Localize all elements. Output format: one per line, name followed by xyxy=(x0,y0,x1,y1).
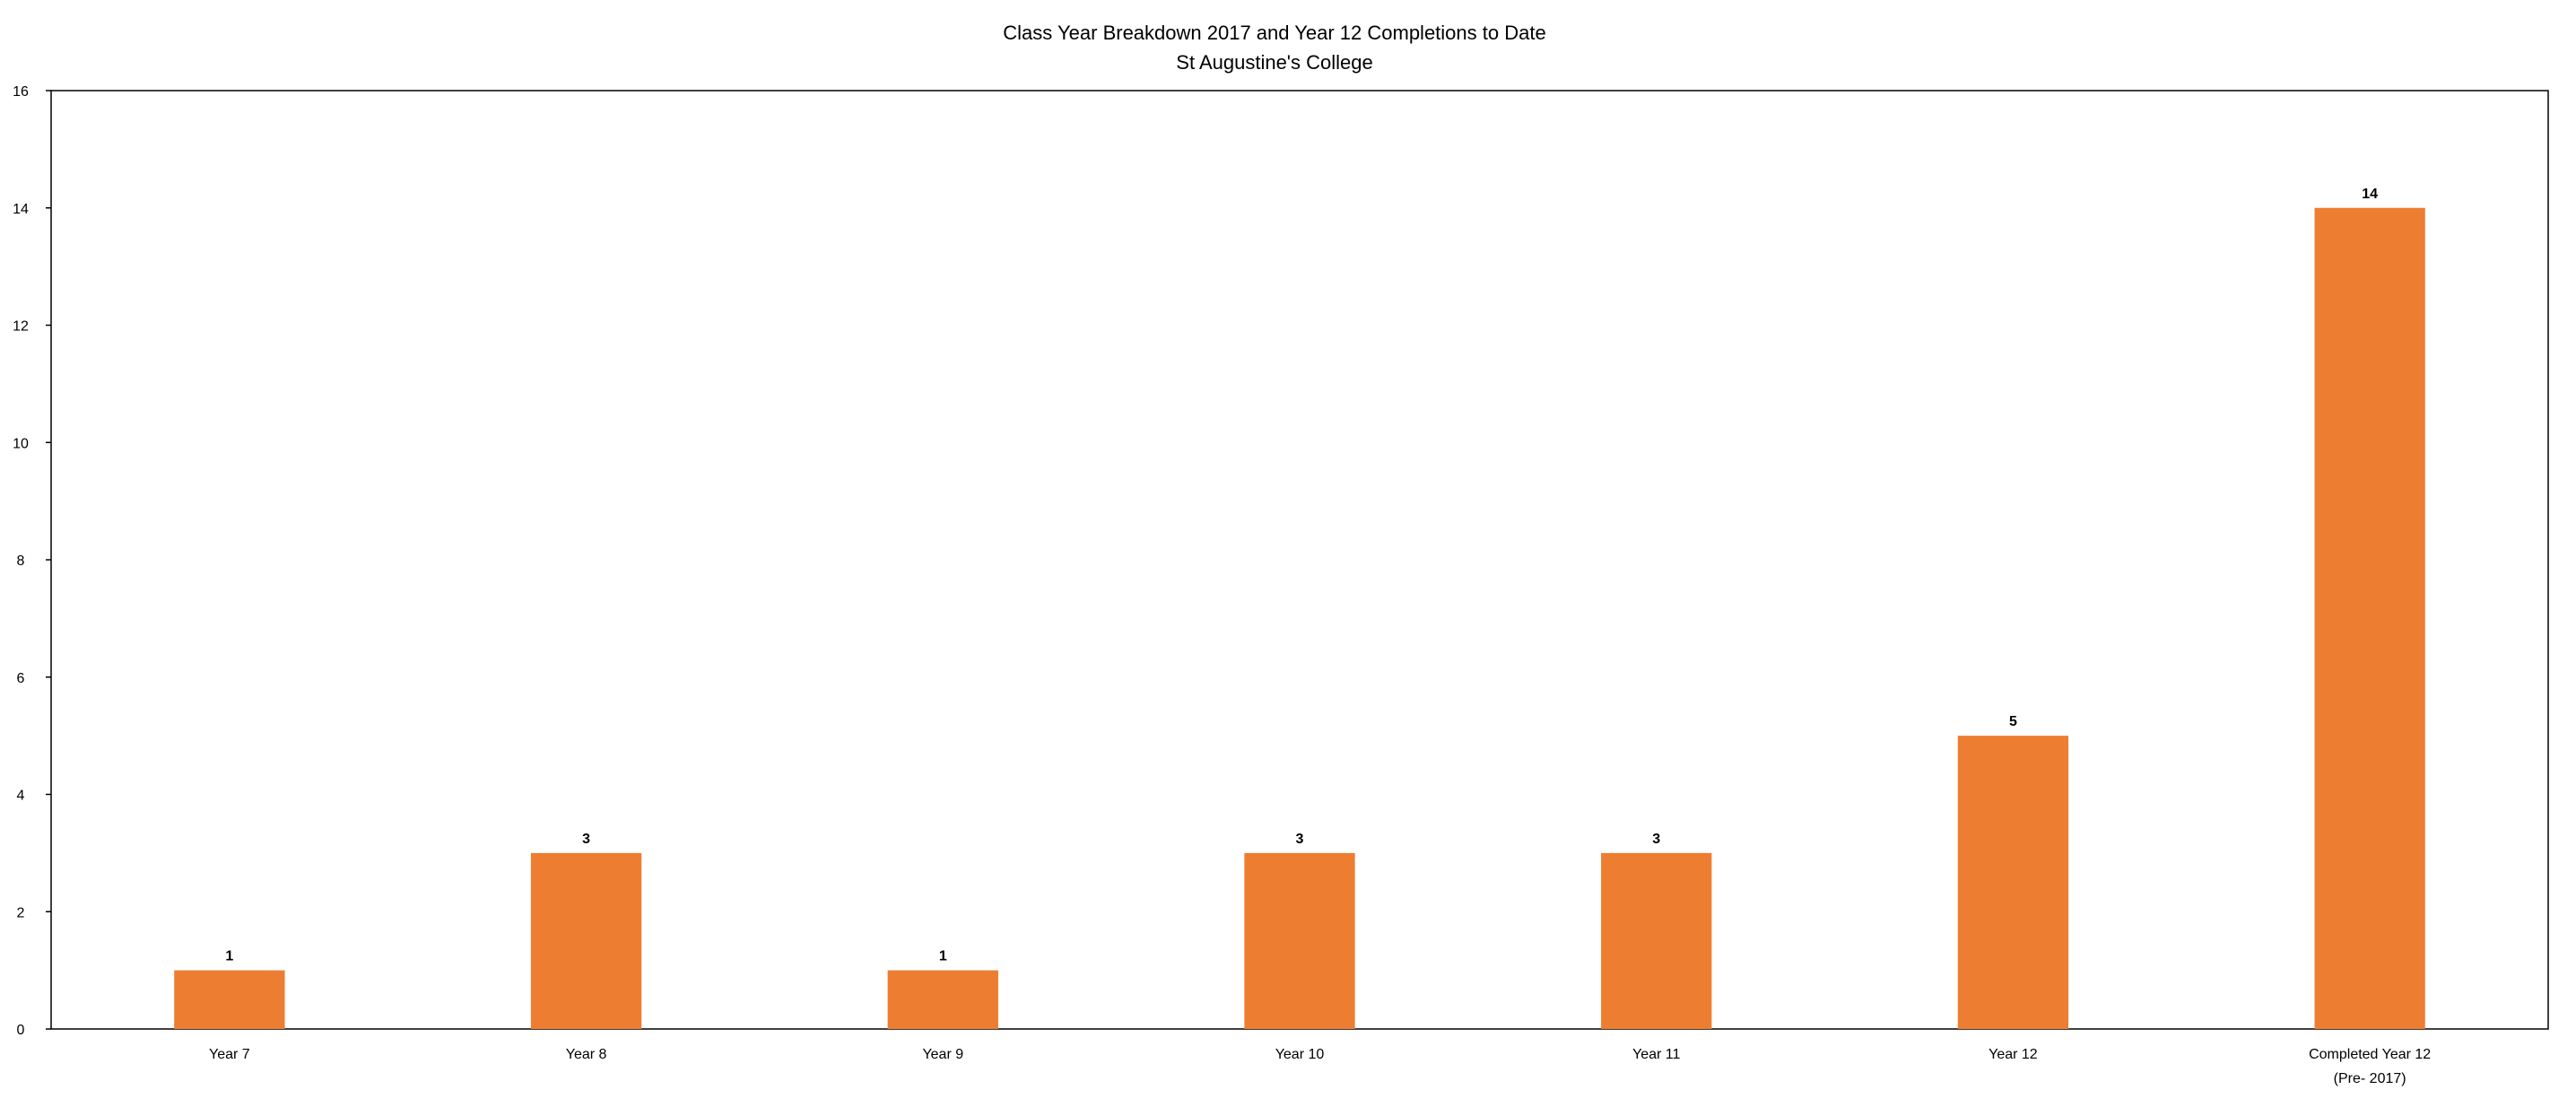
data-label: 1 xyxy=(939,949,947,964)
bar xyxy=(887,970,998,1029)
chart-title: Class Year Breakdown 2017 and Year 12 Co… xyxy=(1003,22,1545,44)
x-category-label: Year 11 xyxy=(1632,1047,1680,1062)
x-category-label: Year 12 xyxy=(1989,1047,2038,1062)
data-label: 3 xyxy=(582,832,590,847)
y-tick-label: 2 xyxy=(17,905,25,920)
plot-area: 0 2 4 6 8 10 12 14 16 1 Year 7 3 Year 8 1 Year 9 3 Year … xyxy=(13,84,2549,1086)
y-tick-label: 0 xyxy=(17,1023,25,1038)
x-category-label: Year 7 xyxy=(209,1047,250,1062)
bar xyxy=(1601,852,1712,1029)
y-tick-label: 12 xyxy=(13,319,29,335)
bar xyxy=(530,852,642,1029)
chart-subtitle: St Augustine's College xyxy=(1176,51,1372,74)
bar xyxy=(174,970,285,1029)
data-label: 5 xyxy=(2009,714,2017,729)
y-tick-label: 4 xyxy=(17,789,25,804)
x-category-label: Completed Year 12 xyxy=(2309,1047,2431,1062)
y-tick-label: 10 xyxy=(13,436,29,451)
y-tick-label: 14 xyxy=(13,202,29,217)
data-label: 1 xyxy=(225,949,233,964)
data-label: 14 xyxy=(2362,187,2378,202)
y-tick-label: 6 xyxy=(17,671,25,686)
data-label: 3 xyxy=(1652,832,1660,847)
y-tick-label: 16 xyxy=(13,84,29,100)
bar xyxy=(1957,736,2069,1029)
x-category-label: Year 10 xyxy=(1275,1047,1325,1062)
bar xyxy=(1244,852,1355,1029)
x-category-label: Year 8 xyxy=(566,1047,607,1062)
x-category-label: Year 9 xyxy=(922,1047,963,1062)
y-tick-label: 8 xyxy=(17,554,25,569)
x-category-label: (Pre- 2017) xyxy=(2334,1071,2406,1086)
data-label: 3 xyxy=(1296,832,1304,847)
bar xyxy=(2314,207,2425,1029)
